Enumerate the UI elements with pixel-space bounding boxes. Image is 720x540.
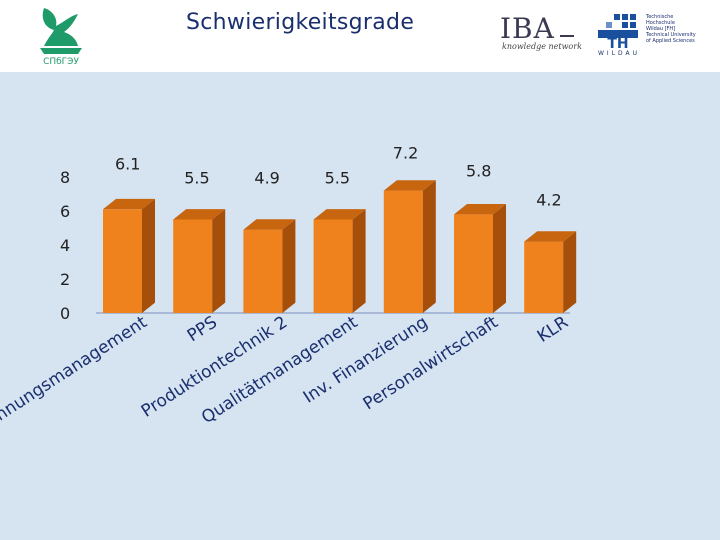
y-tick-label: 6 — [60, 202, 70, 221]
value-label: 5.5 — [184, 169, 209, 188]
bar-side — [212, 209, 226, 313]
bar-top — [173, 209, 226, 220]
bar-side — [563, 231, 577, 313]
bar-side — [142, 198, 155, 313]
bar-side — [493, 204, 506, 313]
value-label: 5.5 — [325, 169, 350, 188]
iba-logo: IBA knowledge network — [500, 12, 582, 54]
th-wildau-wordmark: WILDAU — [598, 50, 641, 57]
iba-logo-subtitle: knowledge network — [502, 42, 582, 51]
y-axis: 0 2 4 6 8 — [60, 168, 70, 323]
bar-front — [454, 214, 493, 313]
bar-top — [524, 231, 577, 242]
bar-side — [282, 219, 296, 313]
bar — [383, 180, 436, 313]
category-label: KLR — [534, 312, 572, 347]
bar-top — [103, 198, 155, 210]
category-label: Rechnungsmanagement — [0, 312, 151, 442]
bar-front — [313, 219, 353, 313]
university-logo-text: СПбГЭУ — [43, 57, 79, 66]
th-wildau-emblem-icon: TH — [598, 14, 638, 52]
category-label: PPS — [184, 312, 221, 346]
bar — [524, 231, 577, 313]
th-wildau-logo: TH Technische Hochschule Wildau [FH] Tec… — [594, 12, 696, 60]
value-label: 7.2 — [393, 144, 418, 163]
bar-front — [103, 209, 142, 313]
y-tick-label: 8 — [60, 168, 70, 187]
bar — [313, 209, 366, 313]
bar-front — [524, 241, 564, 313]
y-tick-label: 4 — [60, 236, 70, 255]
bar-group — [103, 180, 577, 313]
bar — [243, 219, 296, 313]
th-wildau-text: Technische Hochschule Wildau [FH] Techni… — [646, 14, 696, 44]
bar-side — [422, 180, 436, 313]
bar — [103, 198, 155, 313]
bar-chart: 0 2 4 6 8 6.1 5.5 4.9 5.5 7.2 5.8 4.2 Rechnungsman… — [0, 144, 577, 442]
page-title: Schwierigkeitsgrade — [186, 10, 415, 35]
y-tick-label: 0 — [60, 304, 70, 323]
bar-side — [352, 209, 366, 313]
bar-front — [243, 229, 283, 313]
bar — [173, 209, 226, 313]
category-labels: Rechnungsmanagement PPSProduktiontechnik … — [0, 312, 572, 442]
iba-logo-dash — [560, 35, 574, 37]
university-logo: СПбГЭУ — [40, 8, 82, 66]
value-label: 5.8 — [466, 161, 491, 180]
value-label: 6.1 — [115, 154, 140, 173]
bar-top — [243, 219, 296, 230]
category-label: Personalwirtschaft — [360, 312, 502, 414]
value-labels: 6.1 5.5 4.9 5.5 7.2 5.8 4.2 — [115, 144, 562, 210]
iba-logo-text: IBA — [500, 12, 555, 45]
svg-text:TH: TH — [607, 36, 628, 52]
bar-front — [173, 219, 213, 313]
value-label: 4.9 — [254, 169, 279, 188]
bar — [454, 204, 506, 313]
bar-top — [454, 204, 506, 215]
bar-front — [383, 190, 423, 313]
header-bar: СПбГЭУ Schwierigkeitsgrade IBA knowledge… — [0, 0, 720, 72]
value-label: 4.2 — [536, 191, 561, 210]
bar-top — [383, 180, 436, 191]
bar-top — [313, 209, 366, 220]
y-tick-label: 2 — [60, 270, 70, 289]
